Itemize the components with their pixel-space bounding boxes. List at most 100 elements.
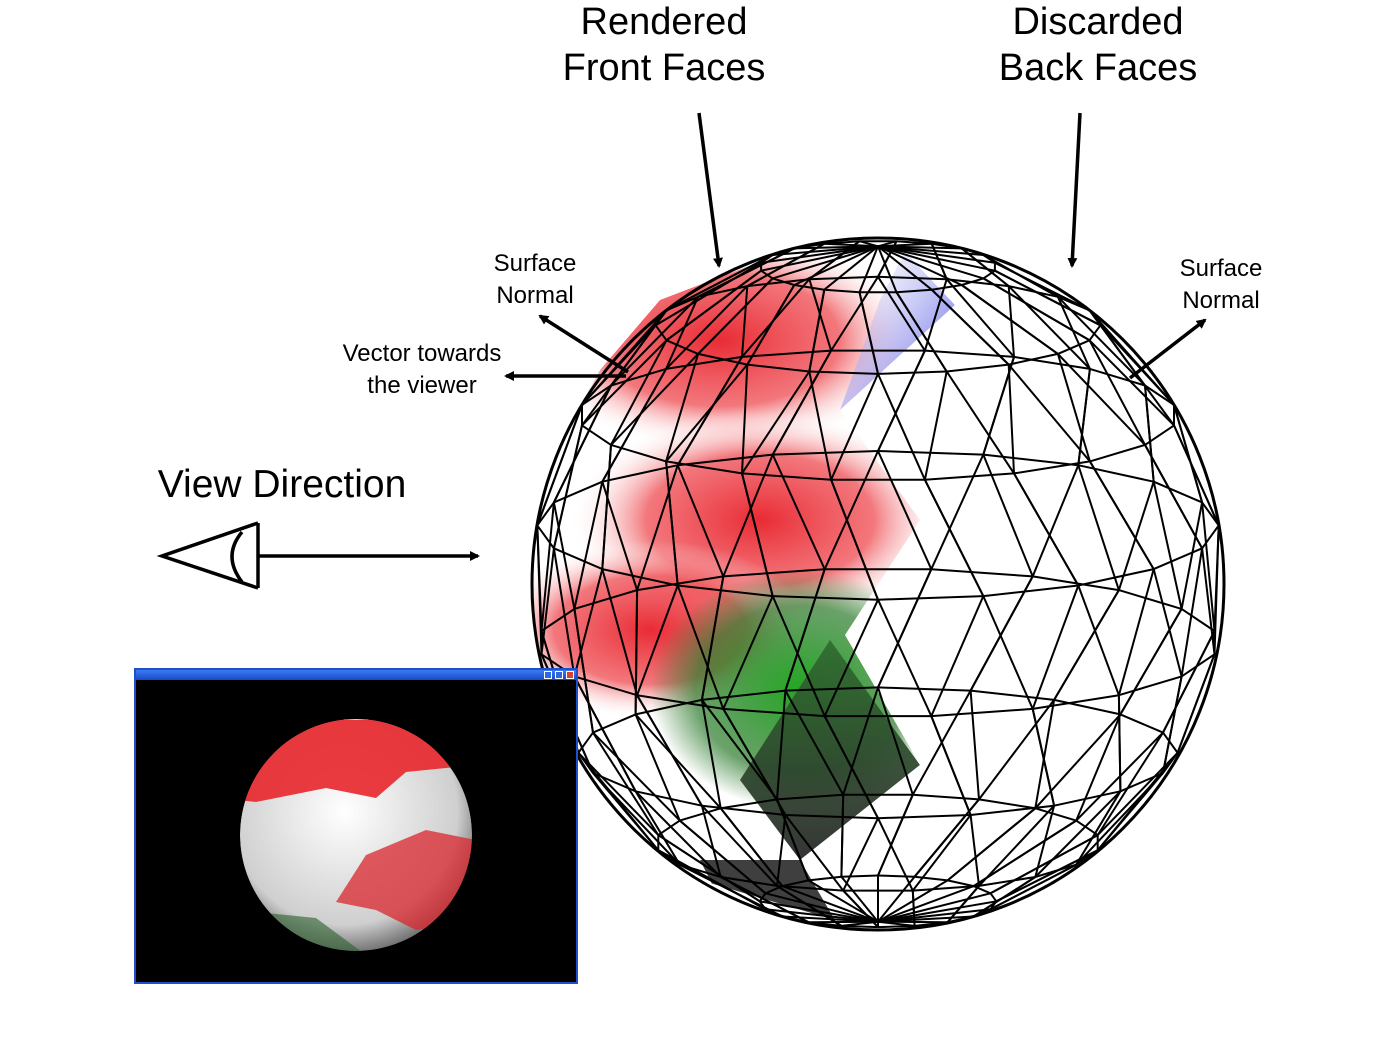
wire-edge [1035, 807, 1077, 822]
wire-edge [1008, 285, 1059, 298]
wire-edge [983, 453, 1079, 467]
wire-edge [923, 278, 948, 351]
wire-edge [741, 286, 749, 357]
wire-edge [994, 269, 1101, 327]
wire-edge [772, 245, 879, 280]
wire-edge [741, 278, 811, 358]
wire-edge [1057, 353, 1146, 446]
wire-edge [877, 876, 916, 923]
wire-edge [823, 245, 879, 291]
wire-edge [895, 291, 948, 373]
wire-edge [1056, 296, 1091, 370]
wire-edge [1153, 547, 1203, 571]
wire-edge [877, 450, 933, 570]
wire-edge [946, 807, 1036, 882]
wire-edge [877, 275, 947, 281]
wire-edge [830, 373, 879, 481]
render-preview-window[interactable] [134, 668, 578, 984]
wire-edge [877, 240, 898, 278]
wire-edge [823, 450, 879, 570]
wire-edge [758, 892, 767, 902]
wire-edge [665, 285, 749, 370]
wire-edge [636, 464, 679, 591]
wire-edge [602, 568, 678, 587]
wire-edge [1013, 355, 1091, 370]
wire-edge [701, 805, 778, 887]
wire-edge [911, 690, 972, 796]
wire-edge [654, 324, 668, 341]
wire-edge [877, 370, 947, 375]
wire-edge [877, 245, 933, 291]
wire-edge [581, 339, 668, 427]
wire-edge [877, 450, 984, 456]
wire-edge [896, 240, 932, 245]
wire-edge [1088, 339, 1175, 427]
wire-edge [573, 675, 637, 792]
wire-edge [1096, 732, 1164, 836]
wire-edge [601, 568, 639, 696]
wire-edge [824, 288, 860, 294]
wire-edge [723, 707, 825, 718]
wire-edge [758, 900, 767, 910]
wire-edge [923, 371, 948, 480]
wire-edge [877, 814, 971, 820]
wire-edge [842, 687, 879, 796]
wire-edge [771, 595, 826, 717]
wire-edge [877, 350, 926, 452]
wire-edge [973, 885, 991, 895]
wire-edge [930, 715, 972, 816]
wire-edge [1007, 285, 1091, 370]
wire-edge [877, 686, 971, 692]
wire-edge [592, 713, 636, 734]
wire-edge [634, 790, 681, 866]
wire-edge [877, 599, 933, 717]
wire-edge [931, 284, 962, 291]
wire-edge [1089, 443, 1146, 463]
wire-edge [931, 288, 1010, 366]
wire-edge [970, 689, 1055, 701]
wire-edge [635, 698, 703, 716]
window-titlebar[interactable] [136, 670, 576, 680]
wire-edge [602, 464, 678, 483]
wire-edge [930, 243, 948, 280]
wire-edge [1088, 324, 1102, 341]
wire-edge [877, 687, 914, 796]
wire-edge [701, 689, 786, 701]
wire-edge [679, 807, 721, 822]
wire-edge [973, 819, 1077, 887]
wire-edge [1099, 324, 1175, 406]
wire-edge [990, 863, 1077, 911]
wire-edge [990, 834, 1099, 895]
wire-edge [665, 269, 762, 342]
wire-edge [877, 874, 915, 878]
wire-edge [741, 364, 749, 474]
wire-edge [759, 900, 879, 923]
wire-edge [592, 731, 681, 822]
wire-edge [1089, 367, 1146, 387]
wire-edge [634, 713, 722, 809]
wire-edge [924, 349, 1015, 358]
close-icon[interactable] [566, 671, 574, 679]
wire-edge [1034, 790, 1122, 878]
wire-edge [1152, 568, 1183, 677]
maximize-icon[interactable] [555, 671, 563, 679]
wire-edge [989, 900, 998, 910]
wire-edge [978, 798, 1036, 810]
wire-edge [610, 339, 668, 446]
wire-edge [741, 349, 832, 358]
wire-edge [1077, 368, 1091, 466]
surface-normal-left-label: Surface Normal [493, 250, 577, 309]
rendered-arrow [697, 112, 723, 268]
wire-edge [553, 480, 603, 504]
wire-edge [601, 444, 612, 570]
wire-edge [877, 879, 949, 923]
wire-edge [697, 247, 795, 298]
wire-edge [720, 798, 778, 810]
wire-edge [601, 481, 639, 591]
wire-edge [666, 339, 699, 355]
wire-edge [574, 589, 638, 610]
minimize-icon[interactable] [544, 671, 552, 679]
wire-edge [931, 707, 1033, 718]
wire-edge [552, 502, 576, 610]
wire-edge [989, 892, 998, 902]
